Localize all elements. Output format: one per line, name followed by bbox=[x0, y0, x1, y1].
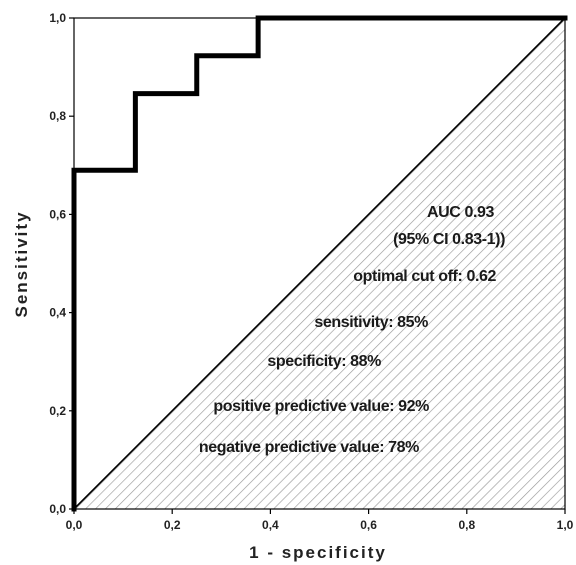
annotation-ci: (95% CI 0.83-1)) bbox=[393, 231, 505, 248]
y-tick-label: 0,6 bbox=[49, 207, 66, 221]
y-tick-label: 1,0 bbox=[49, 11, 66, 25]
annotation-ppv: positive predictive value: 92% bbox=[213, 398, 429, 415]
x-axis-title: 1 - specificity bbox=[249, 543, 387, 562]
x-tick-label: 0,4 bbox=[262, 518, 279, 532]
annotation-block: AUC 0.93 (95% CI 0.83-1)) optimal cut of… bbox=[199, 204, 506, 456]
y-tick-label: 0,2 bbox=[49, 404, 66, 418]
y-axis-title: Sensitivity bbox=[12, 210, 31, 317]
annotation-specificity: specificity: 88% bbox=[267, 353, 381, 370]
x-tick-label: 0,6 bbox=[360, 518, 377, 532]
x-axis-ticks: 0,0 0,2 0,4 0,6 0,8 1,0 bbox=[66, 509, 574, 532]
x-tick-label: 1,0 bbox=[557, 518, 574, 532]
annotation-auc: AUC 0.93 bbox=[427, 204, 495, 221]
y-tick-label: 0,0 bbox=[49, 502, 66, 516]
x-tick-label: 0,8 bbox=[458, 518, 475, 532]
reference-diagonal-line bbox=[73, 17, 566, 510]
y-tick-label: 0,8 bbox=[49, 109, 66, 123]
annotation-sensitivity: sensitivity: 85% bbox=[314, 314, 428, 331]
y-axis-ticks: 0,0 0,2 0,4 0,6 0,8 1,0 bbox=[49, 11, 74, 516]
roc-curve bbox=[71, 15, 568, 512]
annotation-cutoff: optimal cut off: 0.62 bbox=[353, 268, 496, 285]
y-tick-label: 0,4 bbox=[49, 306, 66, 320]
x-tick-label: 0,0 bbox=[66, 518, 83, 532]
x-tick-label: 0,2 bbox=[164, 518, 181, 532]
annotation-npv: negative predictive value: 78% bbox=[199, 439, 419, 456]
